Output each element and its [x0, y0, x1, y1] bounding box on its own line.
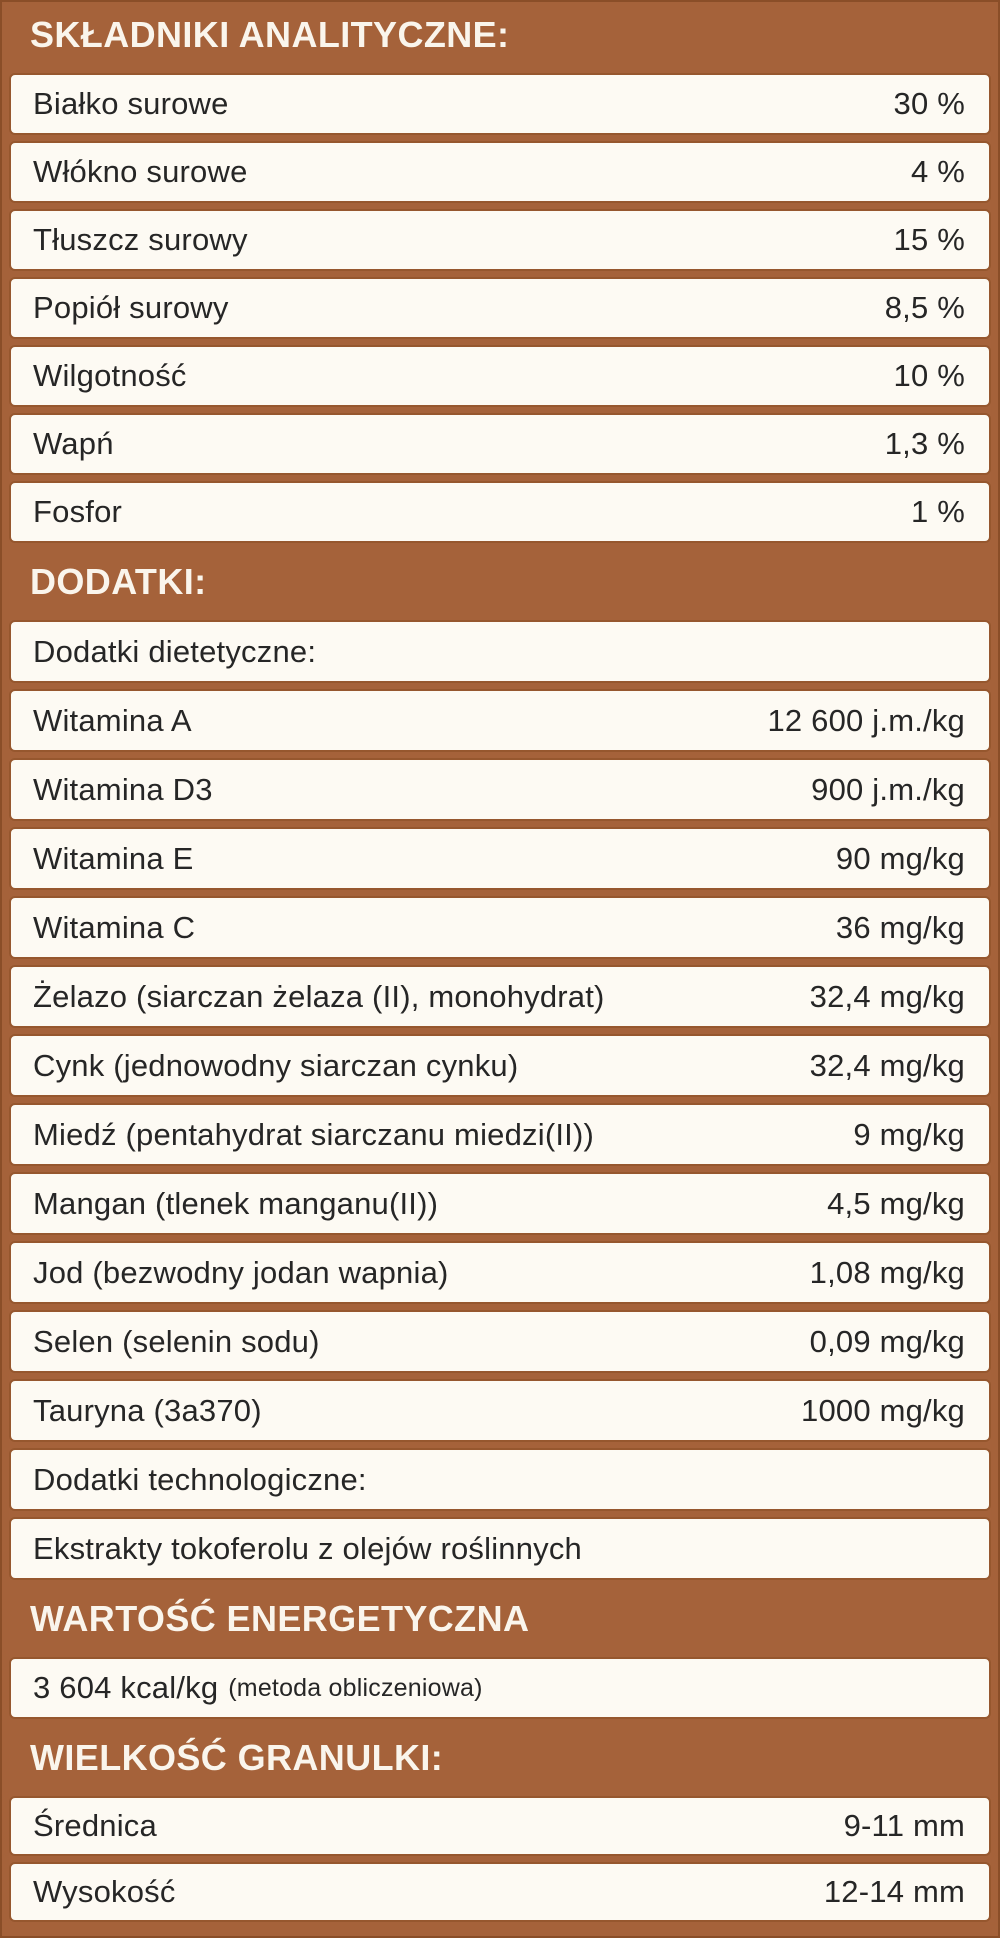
row-value: 30 % — [893, 86, 965, 121]
table-row: Białko surowe 30 % — [9, 73, 991, 135]
table-row: Selen (selenin sodu) 0,09 mg/kg — [9, 1310, 991, 1373]
table-row: Tłuszcz surowy 15 % — [9, 209, 991, 271]
section-header-label: SKŁADNIKI ANALITYCZNE: — [30, 14, 510, 55]
row-label: Wapń — [33, 426, 114, 461]
row-label: Włókno surowe — [33, 154, 248, 189]
table-row: Wapń 1,3 % — [9, 413, 991, 475]
row-label: Białko surowe — [33, 86, 229, 121]
row-value: 10 % — [893, 358, 965, 393]
table-row: Cynk (jednowodny siarczan cynku) 32,4 mg… — [9, 1034, 991, 1097]
section-header-label: WARTOŚĆ ENERGETYCZNA — [30, 1598, 530, 1639]
row-value: 8,5 % — [884, 290, 965, 325]
row-value: 36 mg/kg — [835, 909, 965, 945]
row-value: 32,4 mg/kg — [809, 978, 965, 1014]
row-value: 12 600 j.m./kg — [767, 702, 965, 738]
row-value: 1000 mg/kg — [801, 1392, 965, 1428]
table-row: Fosfor 1 % — [9, 481, 991, 543]
table-row: Dodatki technologiczne: — [9, 1448, 991, 1511]
section-header-band: WARTOŚĆ ENERGETYCZNA — [2, 1586, 998, 1652]
row-label: Fosfor — [33, 494, 123, 529]
row-label: Mangan (tlenek manganu(II)) — [33, 1185, 439, 1221]
section-header-band: SKŁADNIKI ANALITYCZNE: — [2, 2, 998, 68]
row-value: 1,08 mg/kg — [809, 1254, 965, 1290]
table-row: Włókno surowe 4 % — [9, 141, 991, 203]
row-label: Tłuszcz surowy — [33, 222, 248, 257]
row-label: Miedź (pentahydrat siarczanu miedzi(II)) — [33, 1116, 595, 1152]
table-row: Witamina D3 900 j.m./kg — [9, 758, 991, 821]
row-label: Wilgotność — [33, 358, 187, 393]
table-row: Dodatki dietetyczne: — [9, 620, 991, 683]
table-row: Witamina C 36 mg/kg — [9, 896, 991, 959]
row-label: Cynk (jednowodny siarczan cynku) — [33, 1047, 519, 1083]
row-label: Średnica — [33, 1808, 157, 1843]
row-value: 1,3 % — [884, 426, 965, 461]
row-label: 3 604 kcal/kg — [33, 1670, 219, 1705]
row-label: Dodatki dietetyczne: — [33, 633, 317, 669]
table-row: Tauryna (3a370) 1000 mg/kg — [9, 1379, 991, 1442]
row-value: 4 % — [910, 154, 965, 189]
row-note: (metoda obliczeniowa) — [228, 1673, 483, 1702]
section-rows: Średnica 9-11 mm Wysokość 12-14 mm — [2, 1796, 998, 1922]
row-value: 9 mg/kg — [853, 1116, 965, 1152]
table-row: Żelazo (siarczan żelaza (II), monohydrat… — [9, 965, 991, 1028]
row-label: Popiół surowy — [33, 290, 229, 325]
row-label: Witamina D3 — [33, 771, 213, 807]
section-header-band: DODATKI: — [2, 549, 998, 615]
section-header-band: WIELKOŚĆ GRANULKI: — [2, 1725, 998, 1791]
table-row: Jod (bezwodny jodan wapnia) 1,08 mg/kg — [9, 1241, 991, 1304]
table-row: Średnica 9-11 mm — [9, 1796, 991, 1856]
row-label: Ekstrakty tokoferolu z olejów roślinnych — [33, 1530, 583, 1566]
row-label: Witamina A — [33, 702, 192, 738]
row-label: Żelazo (siarczan żelaza (II), monohydrat… — [33, 978, 605, 1014]
section-rows: Dodatki dietetyczne: Witamina A 12 600 j… — [2, 620, 998, 1580]
table-row: Miedź (pentahydrat siarczanu miedzi(II))… — [9, 1103, 991, 1166]
row-value: 4,5 mg/kg — [827, 1185, 965, 1221]
row-label: Witamina E — [33, 840, 194, 876]
table-row: Ekstrakty tokoferolu z olejów roślinnych — [9, 1517, 991, 1580]
row-value: 0,09 mg/kg — [809, 1323, 965, 1359]
section-rows: Białko surowe 30 % Włókno surowe 4 % Tłu… — [2, 73, 998, 543]
row-value: 15 % — [893, 222, 965, 257]
row-label: Tauryna (3a370) — [33, 1392, 262, 1428]
row-label: Jod (bezwodny jodan wapnia) — [33, 1254, 449, 1290]
section-header-label: DODATKI: — [30, 561, 207, 602]
section-rows: 3 604 kcal/kg (metoda obliczeniowa) — [2, 1657, 998, 1719]
table-row: Wysokość 12-14 mm — [9, 1862, 991, 1922]
table-row: Mangan (tlenek manganu(II)) 4,5 mg/kg — [9, 1172, 991, 1235]
table-row: Popiół surowy 8,5 % — [9, 277, 991, 339]
row-value: 1 % — [910, 494, 965, 529]
row-value: 32,4 mg/kg — [809, 1047, 965, 1083]
row-value: 90 mg/kg — [835, 840, 965, 876]
row-label: Wysokość — [33, 1874, 176, 1909]
table-row: Wilgotność 10 % — [9, 345, 991, 407]
table-row: Witamina E 90 mg/kg — [9, 827, 991, 890]
row-label: Dodatki technologiczne: — [33, 1461, 367, 1497]
row-label: Selen (selenin sodu) — [33, 1323, 320, 1359]
row-label: Witamina C — [33, 909, 196, 945]
row-value: 9-11 mm — [843, 1808, 965, 1843]
table-row: 3 604 kcal/kg (metoda obliczeniowa) — [9, 1657, 991, 1719]
section-header-label: WIELKOŚĆ GRANULKI: — [30, 1737, 444, 1778]
row-value: 12-14 mm — [823, 1874, 965, 1909]
row-value: 900 j.m./kg — [811, 771, 965, 807]
table-row: Witamina A 12 600 j.m./kg — [9, 689, 991, 752]
